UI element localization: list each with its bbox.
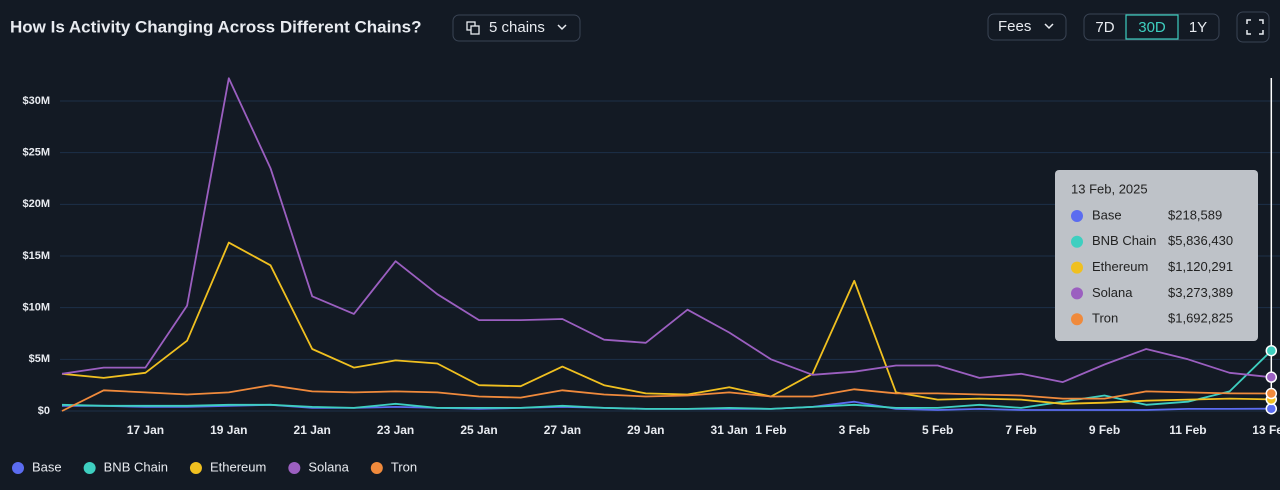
fullscreen-icon (1246, 19, 1264, 35)
tooltip-value: $5,836,430 (1168, 233, 1233, 248)
chains-icon (470, 25, 480, 35)
legend-dot (12, 462, 24, 474)
tooltip-title: 13 Feb, 2025 (1071, 181, 1148, 196)
legend-label: Tron (391, 459, 417, 474)
range-label: 7D (1095, 19, 1114, 36)
hover-dot (1265, 371, 1278, 383)
button-frame (987, 13, 1067, 41)
tooltip-dot (1071, 287, 1083, 300)
x-tick-label: 11 Feb (1169, 423, 1206, 437)
legend-dot (288, 462, 301, 474)
y-tick-label: $15M (22, 250, 50, 262)
active-frame (1125, 14, 1179, 40)
chevron (557, 24, 567, 31)
range-group (1083, 13, 1220, 41)
tooltip-value: $218,589 (1168, 207, 1222, 222)
hover-dot (1265, 387, 1278, 400)
tooltip-dot (1071, 313, 1083, 326)
chart-title: How Is Activity Changing Across Differen… (10, 17, 422, 36)
tooltip-name: Ethereum (1092, 259, 1148, 274)
tooltip-dot (1071, 261, 1083, 274)
series-line (61, 77, 1272, 383)
hover-dot (1265, 402, 1278, 415)
legend-item[interactable]: Base (12, 459, 62, 474)
legend-item[interactable]: BNB Chain (83, 459, 168, 474)
tooltip-name: Tron (1092, 311, 1118, 326)
x-tick-label: 27 Jan (544, 423, 581, 437)
x-tick-label: 21 Jan (294, 423, 331, 437)
x-tick-label: 25 Jan (460, 423, 497, 437)
legend-label: Ethereum (210, 459, 266, 474)
hover-dot (1265, 344, 1278, 357)
x-tick-label: 3 Feb (839, 423, 870, 437)
x-tick-label: 7 Feb (1005, 423, 1036, 437)
series-line (61, 350, 1272, 410)
tooltip-box (1055, 170, 1258, 341)
series-line (61, 384, 1272, 412)
x-tick-label: 19 Jan (210, 423, 247, 437)
y-tick-label: $5M (29, 353, 50, 365)
x-tick-label: 5 Feb (922, 423, 953, 437)
x-tick-label: 31 Jan (711, 423, 748, 437)
x-tick-label: 23 Jan (377, 423, 414, 437)
y-tick-label: $25M (22, 147, 50, 159)
y-tick-label: $30M (22, 95, 50, 107)
chains-button[interactable]: 5 chains (452, 14, 581, 42)
range-label: 1Y (1189, 19, 1207, 36)
x-tick-label: 17 Jan (127, 423, 164, 437)
legend-item[interactable]: Solana (288, 459, 350, 474)
legend-label: BNB Chain (104, 459, 168, 474)
tooltip-value: $3,273,389 (1168, 285, 1233, 300)
legend-item[interactable]: Ethereum (189, 459, 266, 474)
tooltip-value: $1,120,291 (1168, 259, 1233, 274)
y-tick-label: $10M (22, 302, 50, 314)
range-button[interactable]: 30D (1125, 14, 1179, 40)
tooltip-name: BNB Chain (1092, 233, 1156, 248)
tooltip-value: $1,692,825 (1168, 311, 1233, 326)
legend-label: Base (32, 459, 62, 474)
y-tick-label: $0 (38, 405, 50, 417)
x-tick-label: 9 Feb (1089, 423, 1120, 437)
range-label: 30D (1138, 19, 1166, 36)
button-frame (452, 14, 581, 42)
legend-dot (83, 462, 96, 474)
range-button[interactable]: 7D (1095, 19, 1114, 36)
legend-dot (370, 462, 383, 474)
tooltip-name: Solana (1092, 285, 1133, 300)
range-button[interactable]: 1Y (1189, 19, 1207, 36)
fullscreen-button[interactable] (1236, 11, 1270, 43)
legend-dot (189, 462, 202, 474)
legend-item[interactable]: Tron (370, 459, 417, 474)
tooltip: 13 Feb, 2025 Base $218,589 BNB Chain $5,836,… (1055, 170, 1258, 341)
metric-dropdown[interactable]: Fees (987, 13, 1067, 41)
metric-label: Fees (998, 18, 1031, 35)
tooltip-name: Base (1092, 207, 1122, 222)
x-tick-label: 1 Feb (755, 423, 786, 437)
y-tick-label: $20M (22, 198, 50, 210)
x-tick-label: 29 Jan (627, 423, 664, 437)
series-line (61, 241, 1272, 405)
tooltip-dot (1071, 210, 1083, 222)
button-frame (1236, 11, 1270, 43)
x-tick-label: 13 Feb (1252, 423, 1280, 437)
legend-label: Solana (308, 459, 349, 474)
chevron (1044, 23, 1054, 30)
tooltip-dot (1071, 235, 1083, 248)
chains-label: 5 chains (489, 19, 545, 36)
